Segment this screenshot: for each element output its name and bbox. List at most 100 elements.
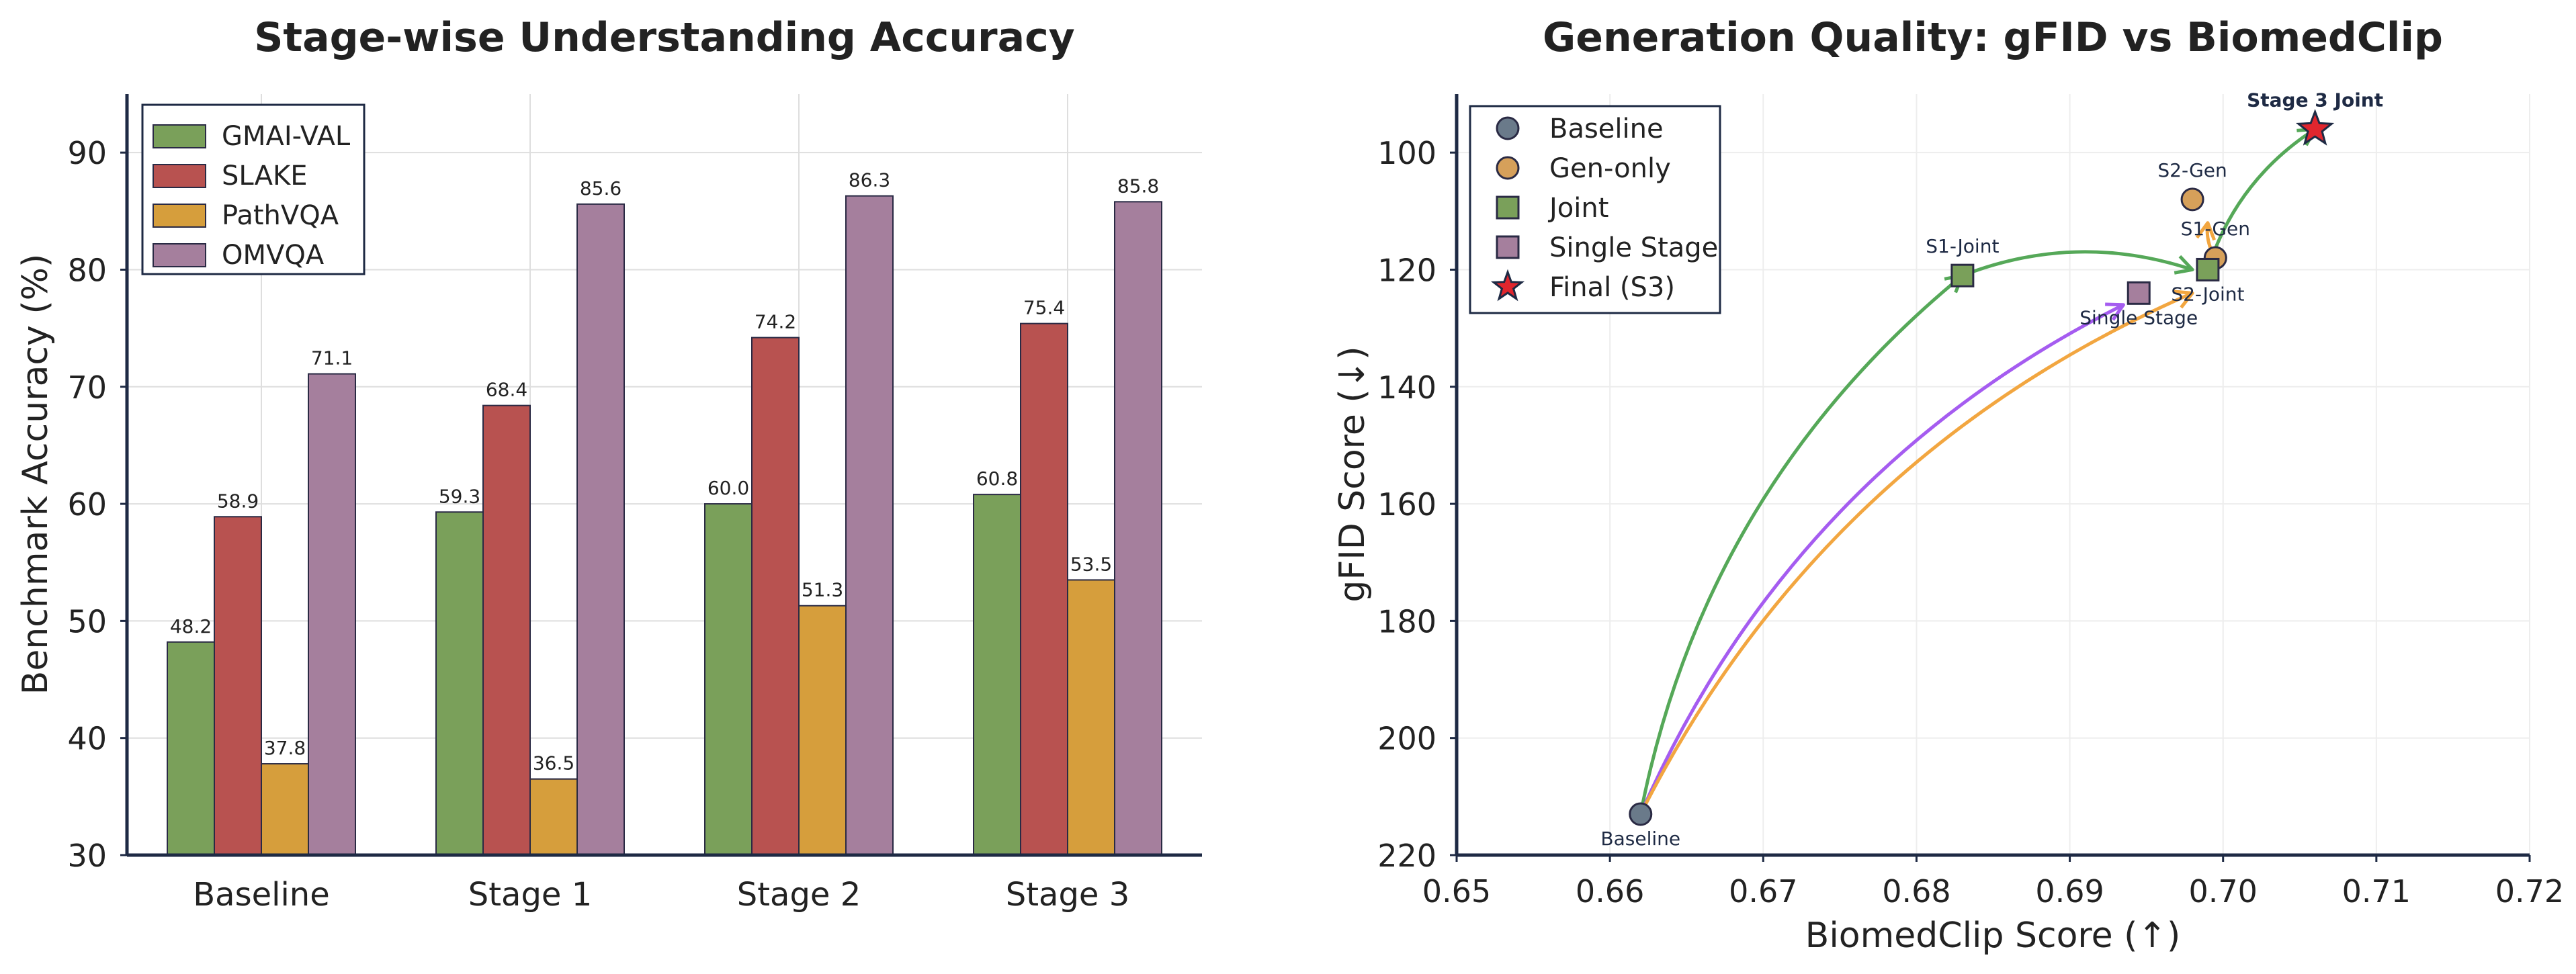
- bar: [435, 511, 484, 855]
- arrowhead: [2105, 302, 2125, 321]
- bar: [1020, 322, 1068, 855]
- y-tick-label: 90: [67, 135, 107, 171]
- legend-swatch: [153, 243, 206, 267]
- axes: [120, 94, 1202, 857]
- y-tick-label: 160: [1377, 486, 1436, 523]
- x-tick-label: Stage 2: [737, 876, 861, 914]
- bar-value-label: 86.3: [849, 169, 890, 191]
- x-tick-label: 0.70: [2189, 873, 2258, 910]
- bar-value-label: 48.2: [170, 615, 212, 637]
- trajectory-arrow: [1961, 250, 2193, 277]
- bar: [214, 516, 262, 855]
- bars-group: [167, 195, 1162, 855]
- point-label: S1-Gen: [2181, 218, 2250, 240]
- legend-label: Joint: [1547, 193, 1608, 224]
- bar-value-label: 51.3: [802, 579, 843, 601]
- points-group: [1629, 109, 2335, 826]
- point-label: S2-Gen: [2157, 159, 2227, 181]
- y-tick-label: 60: [67, 486, 107, 523]
- trajectory-arrow: [1639, 303, 2124, 815]
- bar-value-label: 53.5: [1070, 553, 1112, 575]
- bar: [167, 641, 215, 855]
- x-tick-label: 0.65: [1422, 873, 1491, 910]
- point-marker: [2180, 187, 2204, 212]
- trajectory-arrow: [2206, 128, 2316, 271]
- y-tick-labels: 30 40 50 60 70 80 90: [67, 135, 107, 874]
- bar-value-label: 75.4: [1023, 297, 1065, 319]
- point-label: S1-Joint: [1926, 235, 1999, 257]
- legend-marker: [1490, 269, 1525, 302]
- y-axis-label: gFID Score (↓): [1332, 346, 1373, 602]
- legend-label: OMVQA: [222, 240, 325, 271]
- bar-value-label: 36.5: [533, 752, 574, 774]
- x-tick-labels: 0.65 0.66 0.67 0.68 0.69 0.70 0.71 0.72: [1422, 873, 2564, 910]
- legend-marker: [1496, 235, 1520, 259]
- y-tick-label: 180: [1377, 603, 1436, 639]
- bar-value-label: 60.8: [976, 468, 1018, 490]
- bar: [704, 503, 753, 855]
- bar-value-label: 37.8: [264, 737, 306, 759]
- x-tick-label: 0.67: [1729, 873, 1797, 910]
- bar: [529, 778, 578, 855]
- y-tick-label: 200: [1377, 721, 1436, 757]
- legend: GMAI-VAL SLAKE PathVQA OMVQA: [141, 103, 366, 275]
- y-tick-labels: 100 120 140 160 180 200 220: [1377, 135, 1436, 874]
- bar: [576, 203, 625, 855]
- legend-marker: [1496, 195, 1520, 220]
- point-marker: [2295, 109, 2335, 146]
- bar-value-label: 59.3: [439, 485, 480, 507]
- legend-label: GMAI-VAL: [222, 121, 351, 152]
- legend-label: Gen-only: [1549, 153, 1671, 184]
- y-tick-label: 140: [1377, 369, 1436, 406]
- x-tick-label: Stage 3: [1006, 876, 1130, 914]
- point-label: Baseline: [1600, 828, 1680, 850]
- chart-title: Stage-wise Understanding Accuracy: [254, 14, 1075, 61]
- axes: [1450, 94, 2531, 862]
- legend: Baseline Gen-only Joint Single Stage Final (…: [1469, 105, 1721, 314]
- y-tick-label: 120: [1377, 252, 1436, 288]
- point-marker: [1950, 263, 1975, 287]
- x-tick-label: 0.71: [2342, 873, 2411, 910]
- bar-value-label: 58.9: [217, 490, 259, 512]
- x-tick-label: 0.69: [2035, 873, 2104, 910]
- trajectory-arrow: [1639, 274, 1964, 815]
- x-tick-label: 0.72: [2495, 873, 2564, 910]
- x-tick-label: Baseline: [193, 876, 330, 914]
- y-tick-label: 30: [67, 838, 107, 874]
- data-labels-group: 48.2 59.3 60.0 60.8 58.9 68.4 74.2 75.4 37.8 36.5…: [170, 169, 1159, 774]
- point-label: Single Stage: [2079, 306, 2198, 328]
- bar: [1114, 201, 1162, 855]
- arrowhead: [2174, 290, 2194, 309]
- legend-label: PathVQA: [222, 200, 339, 231]
- y-tick-label: 40: [67, 721, 107, 757]
- arrowhead: [2195, 221, 2216, 241]
- legend-swatch: [153, 164, 206, 188]
- bar: [482, 404, 531, 855]
- x-tick-label: 0.66: [1576, 873, 1644, 910]
- legend-marker: [1496, 116, 1520, 140]
- legend-label: Final (S3): [1549, 272, 1675, 303]
- legend-swatch: [153, 204, 206, 228]
- legend-label: Single Stage: [1549, 232, 1718, 263]
- bar: [1067, 579, 1115, 855]
- y-tick-label: 80: [67, 252, 107, 288]
- bar-chart: Stage-wise Understanding Accuracy 48.2 59…: [15, 14, 1202, 914]
- bar-value-label: 74.2: [755, 311, 796, 333]
- point-label: S2-Joint: [2171, 283, 2244, 305]
- x-axis-label: BiomedClip Score (↑): [1805, 916, 2181, 956]
- legend-label: Baseline: [1549, 114, 1664, 144]
- bar-value-label: 85.6: [580, 177, 621, 200]
- bar-value-label: 71.1: [311, 347, 353, 369]
- bar: [845, 195, 894, 855]
- y-tick-label: 220: [1377, 838, 1436, 874]
- legend-marker: [1496, 156, 1520, 180]
- point-labels-group: Baseline S1-Joint Single Stage S2-Gen S1-Gen…: [1600, 89, 2383, 850]
- point-marker: [2127, 281, 2151, 305]
- bar: [798, 605, 847, 855]
- x-tick-labels: Baseline Stage 1 Stage 2 Stage 3: [193, 876, 1129, 914]
- trajectory-arrow: [1639, 292, 2194, 815]
- point-marker: [1629, 802, 1653, 826]
- legend-label: SLAKE: [222, 161, 307, 191]
- point-label: Stage 3 Joint: [2247, 89, 2383, 111]
